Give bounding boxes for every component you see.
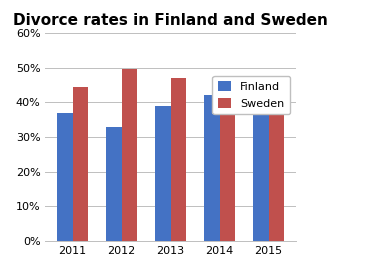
Bar (122, 69, 137, 241)
Bar (204, 95, 219, 241)
Bar (57, 113, 72, 241)
Bar (253, 95, 269, 241)
Title: Divorce rates in Finland and Sweden: Divorce rates in Finland and Sweden (13, 13, 328, 28)
Bar (106, 127, 122, 241)
Legend: Finland, Sweden: Finland, Sweden (213, 76, 290, 114)
Bar (269, 113, 284, 241)
Bar (171, 78, 186, 241)
Bar (72, 87, 88, 241)
Bar (155, 106, 171, 241)
Bar (219, 83, 235, 241)
